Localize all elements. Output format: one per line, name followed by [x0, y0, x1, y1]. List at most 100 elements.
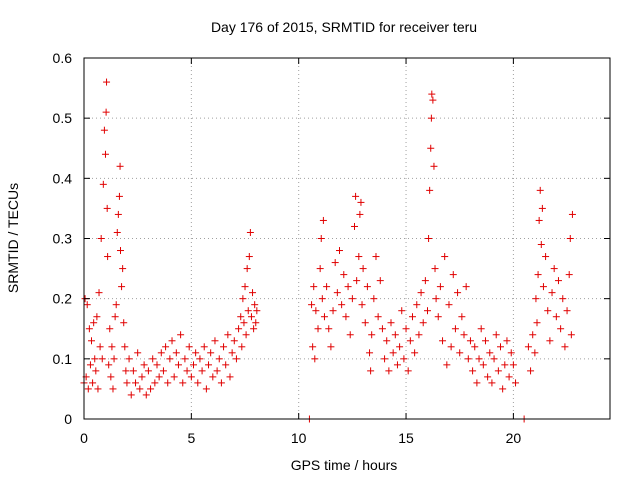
data-point — [552, 313, 560, 321]
data-point — [536, 186, 544, 194]
data-point — [456, 349, 464, 357]
data-point — [424, 307, 432, 315]
data-point — [100, 126, 108, 134]
data-point — [120, 319, 128, 327]
data-point — [532, 295, 540, 303]
data-point — [439, 337, 447, 345]
data-point — [340, 271, 348, 279]
data-point — [505, 373, 513, 381]
data-point — [381, 355, 389, 363]
data-point — [142, 391, 150, 399]
data-point — [351, 222, 359, 230]
data-point — [166, 355, 174, 363]
data-point — [431, 265, 439, 273]
data-point — [535, 216, 543, 224]
data-point — [105, 361, 113, 369]
data-point — [162, 343, 170, 351]
data-point — [497, 343, 505, 351]
data-point — [469, 367, 477, 375]
data-point — [447, 343, 455, 351]
data-point — [314, 325, 322, 333]
y-tick-label: 0.6 — [53, 50, 73, 66]
data-point — [338, 301, 346, 309]
data-point — [331, 259, 339, 267]
axis-ticks — [83, 57, 610, 420]
data-point — [378, 325, 386, 333]
data-point — [534, 271, 542, 279]
data-point — [325, 325, 333, 333]
data-point — [213, 367, 221, 375]
data-point — [252, 319, 260, 327]
data-point — [415, 331, 423, 339]
data-point — [318, 295, 326, 303]
data-point — [398, 307, 406, 315]
data-point — [241, 283, 249, 291]
data-point — [475, 355, 483, 363]
data-point — [88, 337, 96, 345]
data-point — [103, 204, 111, 212]
data-point — [408, 313, 416, 321]
data-point — [460, 331, 468, 339]
data-point — [198, 367, 206, 375]
data-point — [86, 361, 94, 369]
data-point — [436, 283, 444, 291]
data-point — [194, 379, 202, 387]
data-point — [308, 301, 316, 309]
data-point — [115, 192, 123, 200]
data-point — [85, 325, 93, 333]
data-point — [247, 313, 255, 321]
data-point — [370, 295, 378, 303]
data-point — [121, 343, 129, 351]
data-point — [90, 319, 98, 327]
data-point — [490, 355, 498, 363]
data-point — [421, 277, 429, 285]
data-point — [484, 373, 492, 381]
data-point — [366, 349, 374, 357]
data-point — [561, 343, 569, 351]
data-point — [192, 349, 200, 357]
data-point — [430, 162, 438, 170]
data-point — [389, 349, 397, 357]
data-point — [454, 289, 462, 297]
data-point — [417, 289, 425, 297]
data-point — [181, 355, 189, 363]
data-point — [185, 343, 193, 351]
data-point — [451, 325, 459, 333]
data-point — [419, 319, 427, 327]
data-point — [374, 313, 382, 321]
data-point — [427, 114, 435, 122]
data-point — [140, 361, 148, 369]
data-point — [134, 349, 142, 357]
data-point — [494, 367, 502, 375]
data-point — [237, 313, 245, 321]
data-points — [80, 78, 576, 423]
data-point — [83, 301, 91, 309]
data-point — [538, 204, 546, 212]
data-point — [106, 325, 114, 333]
data-point — [170, 373, 178, 381]
y-axis-title: SRMTID / TECUs — [5, 183, 21, 293]
data-point — [151, 379, 159, 387]
data-point — [149, 355, 157, 363]
x-tick-label: 5 — [187, 430, 195, 446]
data-point — [546, 337, 554, 345]
data-point — [499, 385, 507, 393]
data-point — [101, 150, 109, 158]
data-point — [93, 313, 101, 321]
data-point — [567, 331, 575, 339]
data-point — [104, 253, 112, 261]
data-point — [312, 307, 320, 315]
data-point — [393, 361, 401, 369]
data-point — [99, 180, 107, 188]
data-point — [200, 343, 208, 351]
data-point — [358, 301, 366, 309]
data-point — [353, 277, 361, 285]
data-point — [368, 331, 376, 339]
x-tick-labels: 0 5 10 15 20 — [80, 430, 521, 446]
data-point — [557, 325, 565, 333]
data-point — [348, 295, 356, 303]
data-point — [361, 319, 369, 327]
data-point — [125, 355, 133, 363]
data-point — [242, 331, 250, 339]
data-point — [426, 186, 434, 194]
